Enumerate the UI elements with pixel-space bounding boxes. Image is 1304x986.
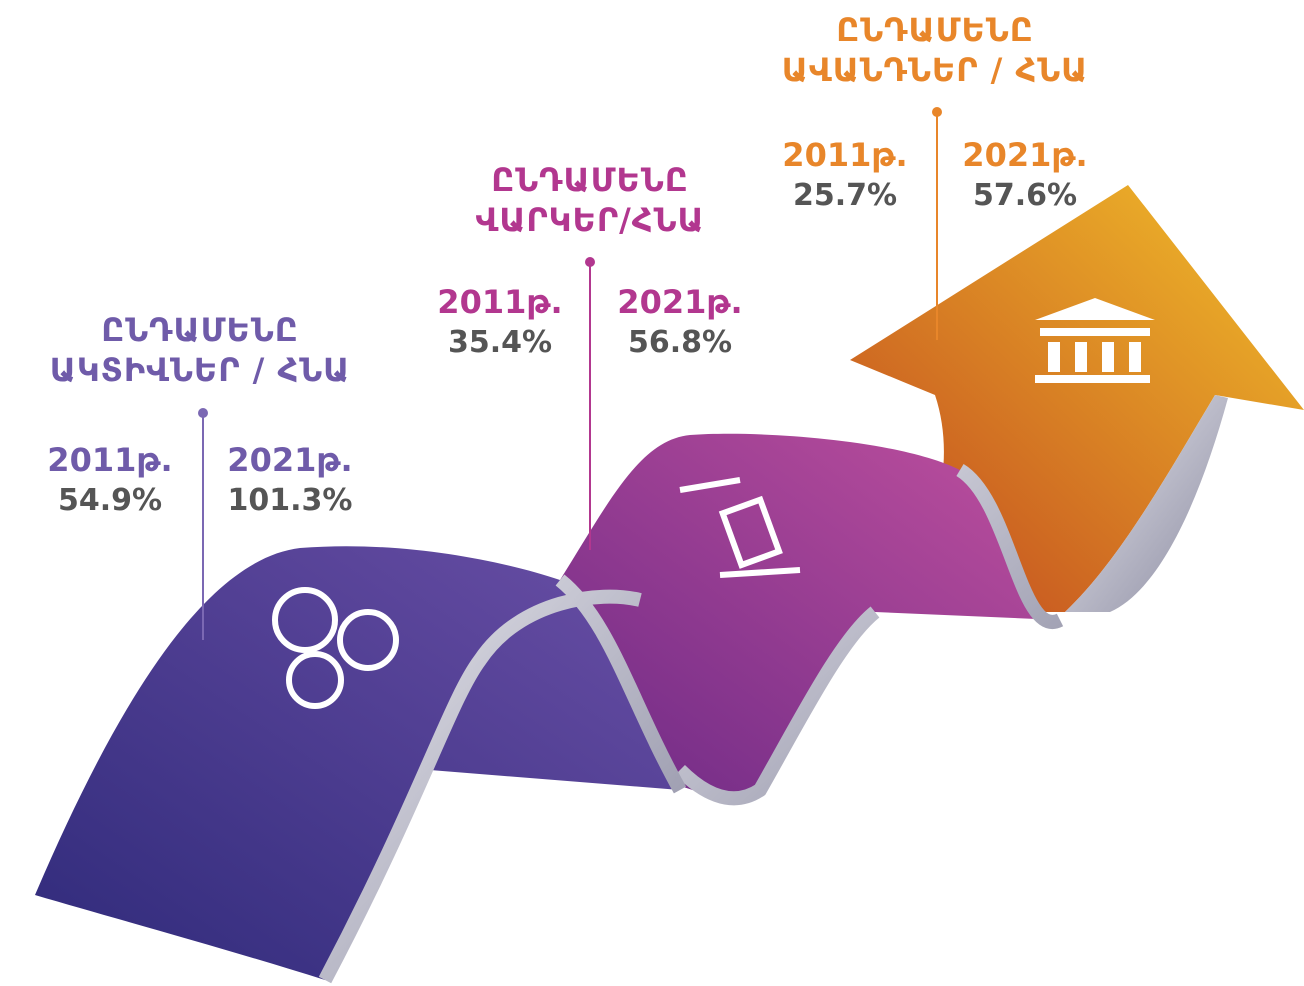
year-label: 2011թ. xyxy=(760,135,930,175)
year-column: 2011թ.54.9% xyxy=(25,440,195,522)
year-column: 2021թ.101.3% xyxy=(205,440,375,522)
year-column: 2011թ.35.4% xyxy=(415,282,585,364)
year-label: 2011թ. xyxy=(415,282,585,322)
year-column: 2021թ.56.8% xyxy=(595,282,765,364)
year-label: 2011թ. xyxy=(25,440,195,480)
ratio-value: 54.9% xyxy=(25,480,195,522)
year-column: 2011թ.25.7% xyxy=(760,135,930,217)
year-label: 2021թ. xyxy=(595,282,765,322)
ratio-value: 56.8% xyxy=(595,322,765,364)
year-label: 2021թ. xyxy=(205,440,375,480)
year-column: 2021թ.57.6% xyxy=(940,135,1110,217)
ratio-value: 101.3% xyxy=(205,480,375,522)
ratio-value: 25.7% xyxy=(760,175,930,217)
block-title: ՎԱՐԿԵՐ/ՀՆԱ xyxy=(410,200,770,240)
block-title: ԸՆԴԱՄԵՆԸ xyxy=(755,10,1115,50)
block-title: ԸՆԴԱՄԵՆԸ xyxy=(410,160,770,200)
ratio-value: 35.4% xyxy=(415,322,585,364)
ratio-value: 57.6% xyxy=(940,175,1110,217)
block-title: ԸՆԴԱՄԵՆԸ xyxy=(20,310,380,350)
block-title: ԱՎԱՆԴՆԵՐ / ՀՆԱ xyxy=(755,50,1115,90)
infographic: {"items": [ {"title_lines": ["ԸՆԴԱՄԵՆԸ",… xyxy=(0,0,1304,986)
block-title: ԱԿՏԻՎՆԵՐ / ՀՆԱ xyxy=(20,350,380,390)
year-label: 2021թ. xyxy=(940,135,1110,175)
